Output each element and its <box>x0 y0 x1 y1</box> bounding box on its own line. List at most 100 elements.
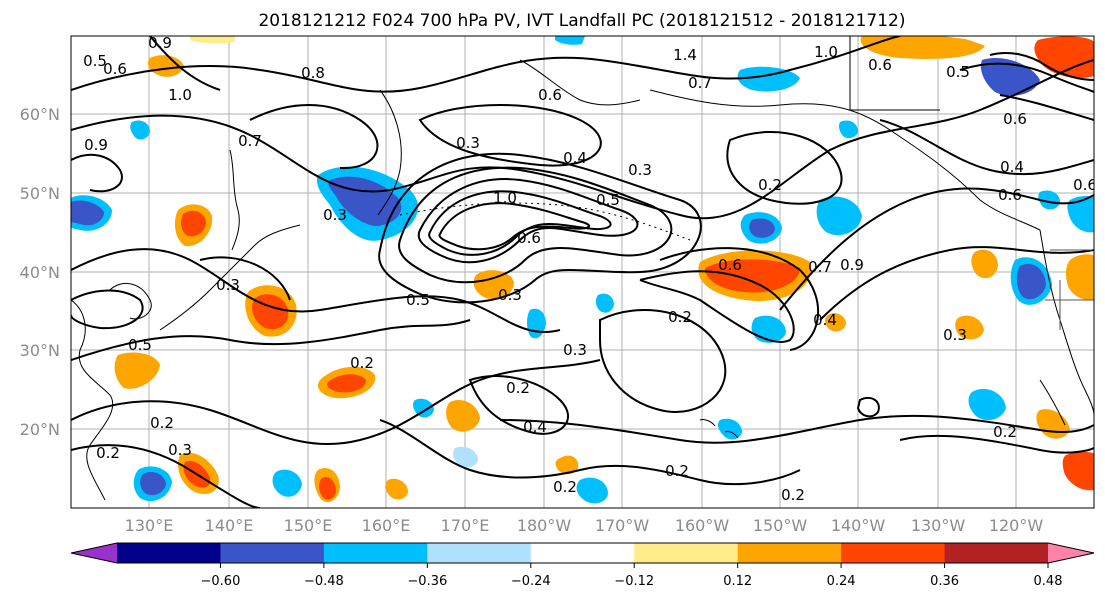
shade-negative <box>717 418 742 440</box>
contour-label: 0.6 <box>1073 176 1097 194</box>
lon-label: 160°W <box>675 516 730 535</box>
colorbar-extend-min <box>71 543 117 563</box>
contour-label: 0.5 <box>83 52 107 70</box>
shade-negative <box>140 472 166 496</box>
contour-label: 0.3 <box>943 326 967 344</box>
canada-border <box>849 36 940 111</box>
contour-label: 0.7 <box>238 132 262 150</box>
asia-coastline <box>71 299 114 501</box>
shade-negative <box>1038 190 1060 210</box>
colorbar-cell <box>220 543 325 563</box>
contour-label: 0.5 <box>128 336 152 354</box>
lon-label: 120°W <box>989 516 1044 535</box>
coastlines <box>71 36 1094 501</box>
shade-negative <box>737 66 800 92</box>
baja-coastline <box>1039 379 1066 426</box>
colorbar-tick-label: 0.48 <box>1034 574 1063 589</box>
contour-label: 0.3 <box>628 161 652 179</box>
contour-label: 0.2 <box>150 414 174 432</box>
colorbar-tick-label: −0.60 <box>201 574 241 589</box>
colorbar-tick-label: −0.12 <box>614 574 654 589</box>
lat-label: 30°N <box>20 341 60 360</box>
longitude-labels: 130°E 140°E 150°E 160°E 170°E 180°W 170°… <box>125 516 1044 535</box>
colorbar-extend-max <box>1048 543 1094 563</box>
contour-label: 0.6 <box>1003 110 1027 128</box>
bering-coast <box>519 59 641 106</box>
colorbar-tick-label: 0.24 <box>827 574 856 589</box>
shade-positive <box>1062 451 1094 491</box>
sakhalin-coastline <box>229 149 240 251</box>
contour-label: 1.0 <box>493 189 517 207</box>
shade-negative <box>816 196 862 236</box>
shade-positive <box>705 259 800 293</box>
lon-label: 170°E <box>441 516 490 535</box>
colorbar-tick-label: −0.24 <box>511 574 551 589</box>
shade-negative <box>1067 196 1094 233</box>
contour-label: 0.3 <box>216 276 240 294</box>
contour-label: 0.9 <box>148 34 172 52</box>
pv-contours <box>71 36 1094 508</box>
contour-label: 0.6 <box>103 60 127 78</box>
shade-positive <box>1065 254 1094 301</box>
colorbar-cell <box>841 543 946 563</box>
shade-negative <box>555 36 585 45</box>
shade-negative <box>839 120 858 139</box>
contour-label: 0.4 <box>813 311 837 329</box>
ivt-pc-shading <box>71 36 1094 504</box>
contour-label: 0.6 <box>998 186 1022 204</box>
shade-positive <box>180 210 206 237</box>
contour-label: 0.2 <box>781 486 805 504</box>
shade-positive <box>319 476 336 500</box>
colorbar-tick-label: −0.48 <box>304 574 344 589</box>
shade-positive <box>555 455 579 475</box>
map-frame <box>70 35 1095 509</box>
shade-positive <box>937 38 980 56</box>
colorbar-cell <box>117 543 221 563</box>
na-westcoast <box>1039 229 1094 416</box>
map-title: 2018121212 F024 700 hPa PV, IVT Landfall… <box>258 11 905 31</box>
lon-label: 140°E <box>205 516 254 535</box>
lat-label: 50°N <box>20 184 60 203</box>
shade-negative <box>130 120 150 140</box>
shade-positive <box>473 270 514 300</box>
shade-positive <box>955 315 984 340</box>
shade-positive <box>114 352 160 389</box>
shade-negative <box>71 200 104 226</box>
contour-label: 1.0 <box>814 43 838 61</box>
contour-label: 0.6 <box>538 86 562 104</box>
lon-label: 140°W <box>831 516 886 535</box>
lon-label: 150°E <box>284 516 333 535</box>
colorbar-cell <box>737 543 842 563</box>
colorbar-cell <box>530 543 635 563</box>
lon-label: 180°W <box>517 516 572 535</box>
colorbar-outline <box>70 542 1095 564</box>
contour-label: 0.7 <box>688 74 712 92</box>
lon-label: 170°W <box>595 516 650 535</box>
contour-label: 0.7 <box>808 258 832 276</box>
contour-label: 0.5 <box>596 191 620 209</box>
shade-positive <box>971 249 998 279</box>
lat-label: 40°N <box>20 263 60 282</box>
contour-label: 0.3 <box>498 286 522 304</box>
kamchatka-coastline <box>377 89 402 216</box>
shade-positive <box>190 36 235 44</box>
contour-label: 0.9 <box>840 256 864 274</box>
contour-label: 0.6 <box>718 256 742 274</box>
shade-negative <box>453 446 478 468</box>
colorbar-tick-label: −0.36 <box>407 574 447 589</box>
contour-labels: 1.0 0.4 0.3 0.5 0.5 0.5 0.2 0.2 0.2 0.4 … <box>83 34 1097 504</box>
lon-label: 130°E <box>125 516 174 535</box>
colorbar-cell <box>323 543 428 563</box>
contour-label: 0.2 <box>993 423 1017 441</box>
state-borders <box>1045 249 1094 330</box>
contour-label: 0.9 <box>84 136 108 154</box>
contour-label: 0.3 <box>563 341 587 359</box>
shade-negative <box>595 293 614 313</box>
colorbar-tick-label: 0.36 <box>930 574 959 589</box>
shade-negative <box>412 398 434 418</box>
colorbar-cell <box>427 543 532 563</box>
contour-label: 0.4 <box>563 149 587 167</box>
shade-positive <box>825 313 846 332</box>
colorbar-cell <box>944 543 1049 563</box>
